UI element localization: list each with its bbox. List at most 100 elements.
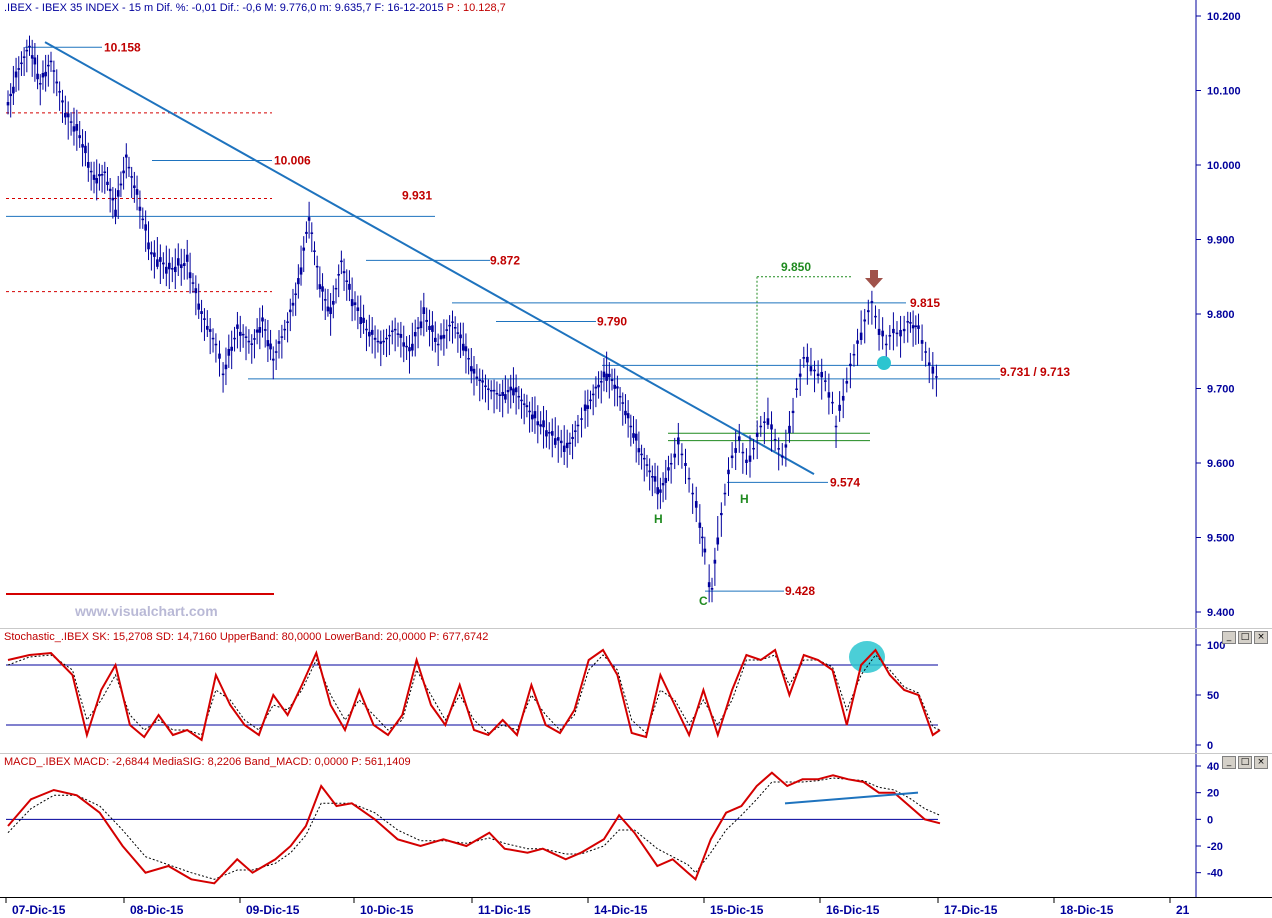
highlight-dot [877,356,891,370]
price-bar-body [902,328,906,332]
price-bar-body [637,448,641,453]
price-bar-body [664,477,668,483]
stochastic-header: Stochastic_.IBEX SK: 15,2708 SD: 14,7160… [4,631,489,643]
price-bar-body [931,366,935,374]
price-bar-body [723,492,727,495]
price-bar-body [353,302,357,306]
header-stats: Dif. %: -0,01 Dif.: -0,6 M: 9.776,0 m: 9… [156,2,444,14]
price-tick-label: 10.200 [1207,11,1241,23]
price-bar-body [856,340,859,344]
price-bar-body [914,325,918,328]
price-bar-body [877,328,881,335]
macd-tick-label: 20 [1207,788,1219,800]
price-bar-body [935,376,938,378]
price-bar-body [247,340,251,343]
price-bar-body [20,62,23,65]
price-bar-body [315,265,319,268]
stochastic-pane[interactable]: 0 50 100 Stochastic_.IBEX SK: 15,2708 SD: … [0,628,1272,754]
close-button[interactable]: × [1254,756,1268,769]
price-bar-body [116,190,120,197]
price-bar-body [777,448,780,450]
price-bar-body [755,432,759,437]
stochastic-chart[interactable]: 0 50 100 [0,629,1272,754]
price-bar-body [81,144,84,148]
price-bar-body [456,332,460,334]
price-bar-body [95,178,99,184]
price-bar-body [594,386,598,389]
price-bar-body [156,259,159,267]
price-annotation-9574: 9.574 [830,475,860,489]
macd-chart[interactable]: -40 -20 0 20 40 [0,754,1272,898]
price-bar-body [445,329,449,331]
minimize-button[interactable]: _ [1222,631,1236,644]
price-bar-body [703,548,707,553]
price-bar-body [892,328,895,334]
price-bar-body [634,433,638,441]
time-tick-label: 10-Dic-15 [360,903,414,917]
header-last-price: P : 10.128,7 [446,2,506,14]
price-bar-body [277,341,281,344]
price-bar-body [461,343,465,351]
price-chart[interactable]: 9.400 9.500 9.600 9.700 9.800 9.900 10.000 10.1… [0,0,1272,628]
price-bar-body [176,258,180,266]
price-bar-body [698,522,702,528]
price-tick-label: 10.000 [1207,160,1241,172]
price-bar-body [150,252,153,255]
price-annotation-10158: 10.158 [104,40,141,54]
price-bar-body [677,437,680,445]
price-bar-body [710,588,714,590]
price-bar-body [667,467,670,471]
price-bar-body [659,489,662,493]
minimize-button[interactable]: _ [1222,756,1236,769]
price-bar-body [84,145,87,154]
price-bar-body [745,459,748,463]
price-bar-body [428,325,431,330]
price-bar-body [669,463,673,465]
price-bar-body [89,170,93,173]
price-bar-body [38,83,42,85]
price-bar-body [255,329,259,333]
price-pane[interactable]: 9.400 9.500 9.600 9.700 9.800 9.900 10.000 10.1… [0,0,1272,628]
time-tick-label: 11-Dic-15 [478,903,531,917]
price-bar-body [763,421,766,423]
price-bar-body [98,174,101,177]
maximize-button[interactable]: □ [1238,756,1252,769]
price-bar-body [72,126,76,132]
price-bar-body [911,325,915,329]
close-button[interactable]: × [1254,631,1268,644]
price-bar-body [651,476,654,478]
stoch-tick-label: 100 [1207,640,1225,652]
price-bar-body [162,262,165,265]
price-bar-body [845,381,849,384]
price-tick-label: 9.700 [1207,384,1235,396]
pattern-label-c: C [699,594,708,608]
price-bar-body [25,49,29,52]
macd-pane[interactable]: -40 -20 0 20 40 MACD_.IBEX MACD: -2,6844 Med… [0,753,1272,898]
time-tick-label: 09-Dic-15 [246,903,300,917]
price-bar-body [542,420,545,428]
price-bar-body [340,260,343,263]
price-bar-body [393,328,397,331]
price-bar-body [368,331,371,337]
price-bar-body [133,185,136,189]
price-bar-body [299,267,303,275]
price-bar-body [44,71,47,77]
price-bar-body [802,357,806,359]
price-bar-body [49,60,53,63]
price-bar-body [227,348,231,356]
price-bar-body [498,394,502,396]
price-bar-body [179,264,183,269]
price-bar-body [927,362,931,366]
price-bar-body [370,329,374,335]
price-annotation-9931: 9.931 [402,189,432,203]
price-bar-body [520,399,523,402]
price-bar-body [313,250,316,252]
price-bar-body [550,431,554,436]
price-bar-body [28,45,31,48]
price-bar-body [752,447,755,450]
price-bar-body [784,444,788,448]
price-bar-body [55,81,59,84]
price-bar-body [589,399,592,402]
price-bar-body [250,343,254,345]
maximize-button[interactable]: □ [1238,631,1252,644]
